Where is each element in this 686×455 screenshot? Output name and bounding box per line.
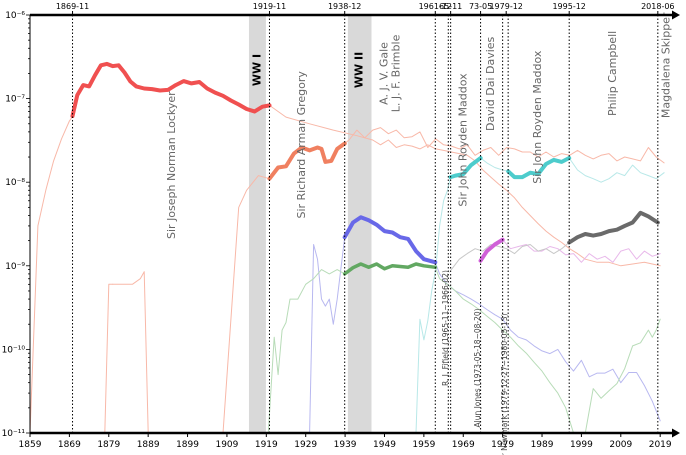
x-axis-arrow (672, 428, 680, 438)
y-tick-label: 10⁻⁸ (5, 178, 25, 188)
series-line (70, 61, 272, 118)
series-line (342, 215, 438, 265)
top-tick-label: 1979-12 (489, 2, 522, 11)
editor-label: Sir Joseph Norman Lockyer (165, 91, 178, 239)
editor-label: Magdalena Skipper (659, 12, 672, 118)
editor-labels: Sir Joseph Norman Lockyer Sir Richard Arm… (165, 12, 673, 455)
series-line (415, 176, 452, 434)
x-tick-label: 2009 (609, 440, 632, 450)
series-line (222, 175, 270, 434)
editor-label: A. J. V. Gale (377, 42, 390, 105)
war-bands (248, 15, 372, 433)
top-tick-label: 1938-12 (328, 2, 361, 11)
editor-label: L. J. F. Brimble (389, 34, 402, 112)
x-tick-label: 1859 (19, 440, 42, 450)
top-tick-label: 1919-11 (253, 2, 286, 11)
x-tick-label: 1949 (373, 440, 396, 450)
series-line (506, 156, 572, 180)
x-tick-label: 1939 (334, 440, 357, 450)
x-tick-label: 1879 (97, 440, 120, 450)
series-line (584, 318, 661, 434)
editor-label: Sir John Royden Maddox (456, 73, 469, 207)
editor-label: Sir John Royden Maddox (531, 50, 544, 184)
series-line (267, 141, 347, 181)
top-axis-arrow (672, 10, 680, 20)
top-tick-label: 1869-11 (56, 2, 89, 11)
war-label: WW II (353, 52, 366, 88)
top-tick-label: 65-11 (439, 2, 462, 11)
series-line (267, 269, 346, 434)
x-tick-label: 1959 (412, 440, 435, 450)
series-line (309, 236, 346, 434)
top-tick-label: 1995-12 (552, 2, 585, 11)
top-tick-label: 2018-06 (641, 2, 674, 11)
series-line (269, 104, 661, 267)
x-tick-label: 1989 (531, 440, 554, 450)
y-tick-label: 10⁻⁶ (5, 11, 25, 21)
editor-label: Alun Jones (1973-05-18~08-20) (473, 308, 482, 427)
series-line (567, 210, 660, 245)
editor-label: Peter Newmark (1979-12-27~1980-05-13) (500, 313, 509, 455)
series-line (502, 239, 661, 263)
series-line (342, 262, 438, 276)
x-tick-label: 1869 (58, 440, 81, 450)
x-tick-label: 1889 (137, 440, 160, 450)
war-band (347, 15, 372, 433)
x-tick-label: 1999 (570, 440, 593, 450)
series-line (112, 271, 149, 434)
series-line (434, 261, 661, 422)
war-label: WW I (250, 54, 263, 86)
series-line (29, 114, 74, 434)
x-tick-label: 1919 (255, 440, 278, 450)
x-tick-label: 1979 (491, 440, 514, 450)
editor-label: R. J. Fifield (1965-11~1966-02) (441, 270, 450, 386)
war-band (248, 15, 266, 433)
top-tick-label: 73-05 (469, 2, 492, 11)
x-tick-label: 1899 (176, 440, 199, 450)
x-tick-label: 2019 (649, 440, 672, 450)
editor-label: Sir Richard Arman Gregory (295, 71, 308, 219)
y-tick-label: 10⁻⁹ (5, 262, 25, 272)
series-line (480, 157, 509, 172)
editor-label: Philip Campbell (606, 31, 619, 116)
y-tick-label: 10⁻¹¹ (2, 429, 26, 439)
top-tick-label: 1961-12 (419, 2, 452, 11)
x-tick-label: 1929 (294, 440, 317, 450)
series-line (344, 127, 665, 164)
x-tick-label: 1969 (452, 440, 475, 450)
series-lines (29, 61, 665, 434)
editor-label: David Dai Davies (484, 36, 497, 131)
series-line (478, 237, 505, 263)
x-tick-label: 1909 (215, 440, 238, 450)
series-line (568, 157, 665, 183)
series-line (104, 283, 114, 434)
series-line (448, 156, 483, 180)
y-tick-label: 10⁻¹⁰ (2, 345, 26, 355)
series-line (450, 242, 570, 271)
axes: 1859 1869 1879 1889 1899 1909 1919 1929 1939 1949… (2, 2, 680, 450)
y-tick-label: 10⁻⁷ (5, 95, 25, 105)
